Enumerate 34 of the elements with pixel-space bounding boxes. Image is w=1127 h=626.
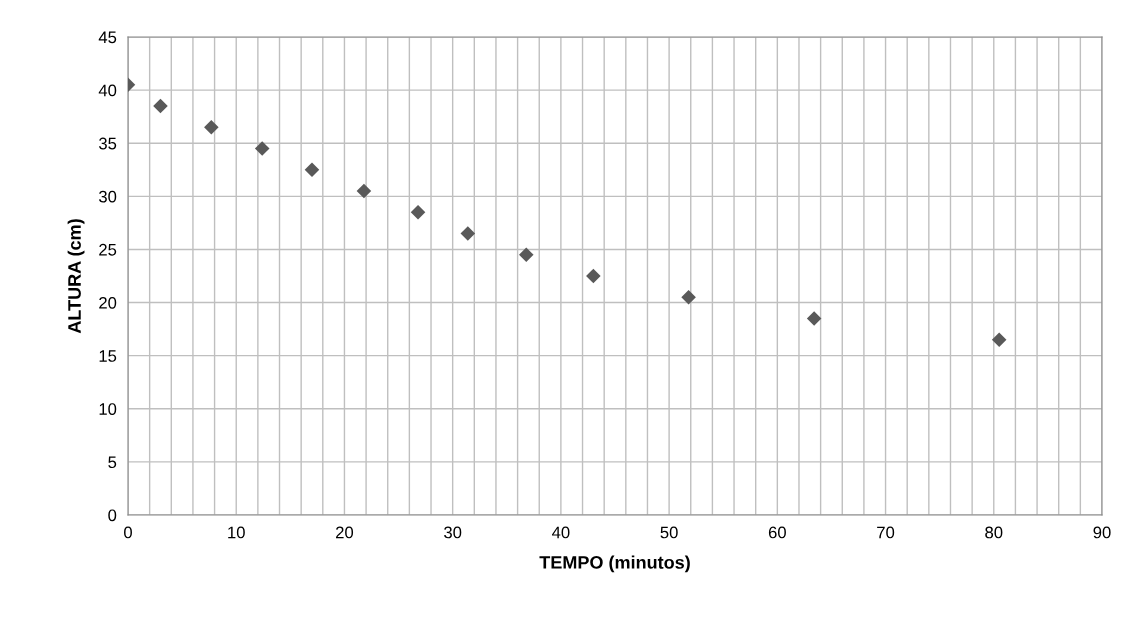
point xyxy=(356,183,372,199)
x-tick-label: 60 xyxy=(768,526,786,539)
x-tick-label: 10 xyxy=(228,526,245,539)
y-tick-label: 0 xyxy=(108,509,117,522)
y-axis-title: ALTURA (cm) xyxy=(67,219,85,334)
x-tick-label: 90 xyxy=(1093,526,1111,539)
point xyxy=(153,98,168,114)
x-axis-title: TEMPO (minutos) xyxy=(539,555,690,573)
point xyxy=(991,332,1007,348)
y-tick-label: 5 xyxy=(108,456,117,469)
y-tick-label: 35 xyxy=(98,137,117,150)
point xyxy=(681,289,696,305)
point xyxy=(254,141,270,156)
x-tick-label: 40 xyxy=(552,526,570,539)
y-tick-label: 10 xyxy=(99,403,117,415)
y-tick-label: 30 xyxy=(98,190,117,203)
y-tick-label: 45 xyxy=(98,31,117,44)
point xyxy=(460,226,476,241)
x-tick-label: 20 xyxy=(336,526,354,539)
y-tick-label: 25 xyxy=(99,243,117,256)
x-tick-label: 80 xyxy=(985,526,1003,539)
point xyxy=(586,268,601,284)
point xyxy=(806,311,822,326)
y-tick-label: 20 xyxy=(99,296,117,309)
x-tick-label: 70 xyxy=(877,526,895,539)
point xyxy=(410,204,426,220)
point xyxy=(518,247,534,263)
point xyxy=(204,120,219,135)
x-tick-label: 50 xyxy=(660,526,678,539)
x-tick-label: 30 xyxy=(444,526,462,539)
point xyxy=(304,162,320,178)
y-tick-label: 15 xyxy=(99,350,117,362)
y-tick-label: 40 xyxy=(98,84,117,97)
x-tick-label: 0 xyxy=(124,526,132,539)
